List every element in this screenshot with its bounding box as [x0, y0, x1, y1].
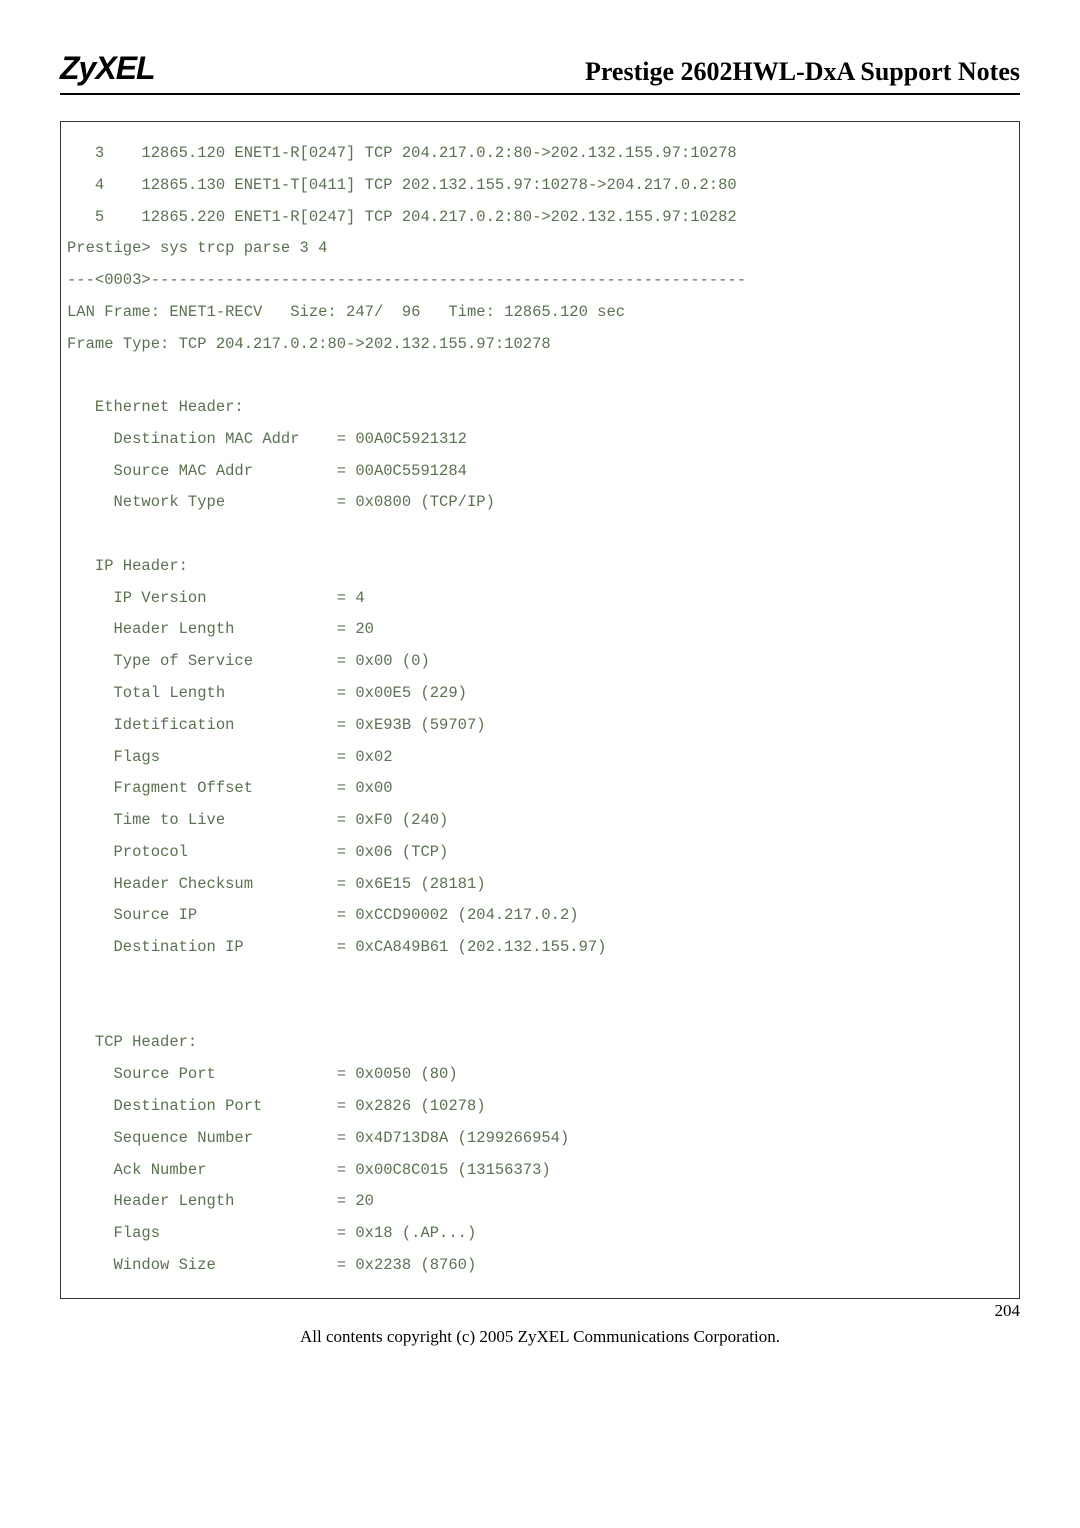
page-container: ZyXEL Prestige 2602HWL-DxA Support Notes…: [0, 0, 1080, 1387]
page-number: 204: [995, 1301, 1021, 1321]
terminal-output-box: 3 12865.120 ENET1-R[0247] TCP 204.217.0.…: [60, 121, 1020, 1299]
brand-logo: ZyXEL: [60, 50, 155, 87]
document-title: Prestige 2602HWL-DxA Support Notes: [585, 57, 1020, 87]
page-footer: 204 All contents copyright (c) 2005 ZyXE…: [60, 1327, 1020, 1347]
page-header: ZyXEL Prestige 2602HWL-DxA Support Notes: [60, 50, 1020, 95]
copyright-text: All contents copyright (c) 2005 ZyXEL Co…: [300, 1327, 780, 1346]
